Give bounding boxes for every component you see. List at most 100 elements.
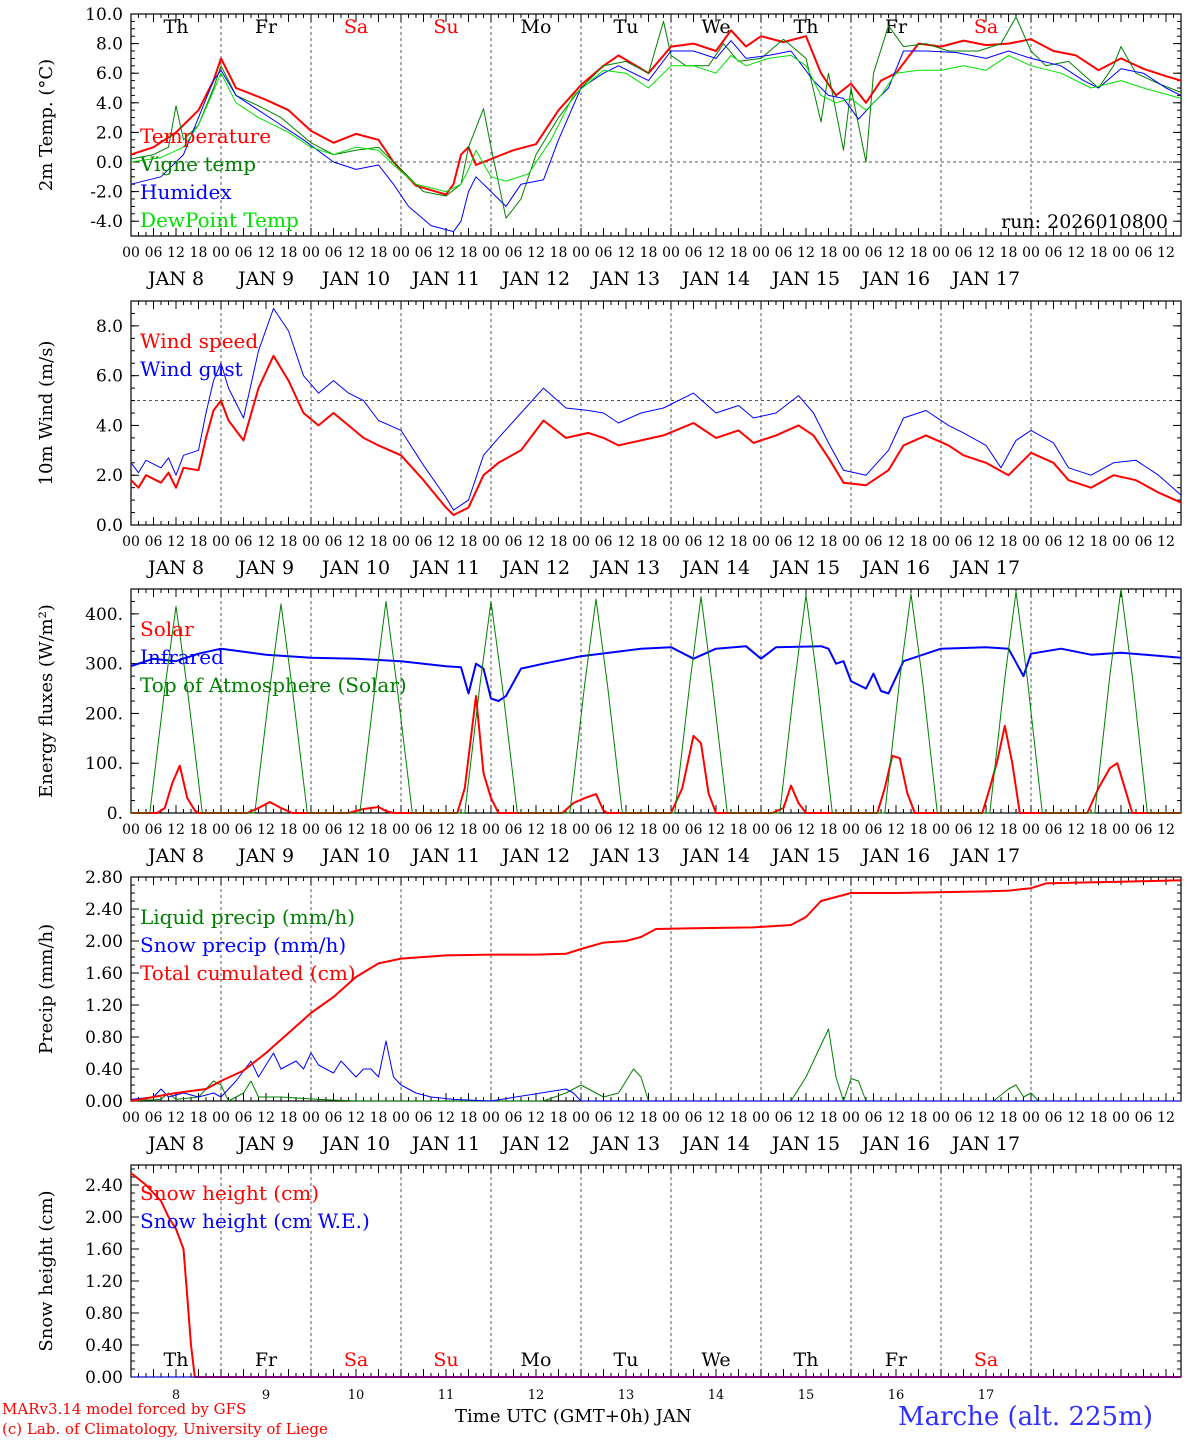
panel-3-hour-label: 18 xyxy=(280,822,298,838)
panel-4-hour-label: 12 xyxy=(1067,1110,1085,1126)
panel-2-hour-label: 00 xyxy=(752,534,770,550)
panel-3-hour-label: 18 xyxy=(730,822,748,838)
panel-3-hour-label: 00 xyxy=(1112,822,1130,838)
panel-1-y-tick-label: 2.0 xyxy=(96,123,123,143)
panel-1-hour-label: 12 xyxy=(617,245,635,261)
panel-5-y-tick-label: 2.40 xyxy=(85,1176,123,1196)
panel-5-weekday-th: Th xyxy=(164,1349,189,1371)
panel-3-series-solar xyxy=(131,695,1181,814)
panel-2-hour-label: 00 xyxy=(1022,534,1040,550)
panel-2-hour-label: 06 xyxy=(1045,534,1063,550)
panel-3-hour-label: 12 xyxy=(437,822,455,838)
panel-4-hour-label: 12 xyxy=(617,1110,635,1126)
panel-5-y-tick-label: 0.40 xyxy=(85,1336,123,1356)
panel-2-hour-label: 12 xyxy=(707,534,725,550)
panel-5-weekday-su: Su xyxy=(433,1349,458,1371)
panel-1-date-label: JAN 10 xyxy=(320,268,390,290)
panel-3-series-infrared xyxy=(130,645,1182,702)
panel-3-hour-label: 06 xyxy=(685,822,703,838)
panel-3-date-label: JAN 16 xyxy=(860,845,930,867)
panel-2-hour-label: 12 xyxy=(167,534,185,550)
panel-4-date-label: JAN 12 xyxy=(500,1133,570,1155)
panel-4-hour-label: 00 xyxy=(1112,1110,1130,1126)
panel-3-hour-label: 12 xyxy=(977,822,995,838)
panel-4-hour-label: 00 xyxy=(392,1110,410,1126)
panel-4-hour-label: 12 xyxy=(1157,1110,1175,1126)
panel-2-y-tick-label: 0.0 xyxy=(96,516,123,536)
panel-5-y-axis-label: Snow height (cm) xyxy=(36,1190,57,1351)
panel-2-hour-label: 12 xyxy=(887,534,905,550)
panel-1-weekday-sa: Sa xyxy=(344,16,368,38)
panel-1-date-label: JAN 12 xyxy=(500,268,570,290)
panel-4-hour-label: 18 xyxy=(370,1110,388,1126)
panel-3-hour-label: 18 xyxy=(910,822,928,838)
panel-3-hour-label: 00 xyxy=(1022,822,1040,838)
panel-2-date-label: JAN 11 xyxy=(410,557,480,579)
panel-2-y-tick-label: 6.0 xyxy=(96,367,123,387)
panel-5-day-number: 11 xyxy=(438,1388,455,1403)
panel-4-hour-label: 18 xyxy=(1000,1110,1018,1126)
panel-1-hour-label: 12 xyxy=(347,245,365,261)
panel-1-hour-label: 06 xyxy=(415,245,433,261)
panel-5-day-number: 9 xyxy=(262,1388,270,1403)
panel-1-hour-label: 00 xyxy=(302,245,320,261)
lab-credit: (c) Lab. of Climatology, University of L… xyxy=(2,1420,328,1438)
panel-1-y-tick-label: 6.0 xyxy=(96,64,123,84)
panel-3-y-tick-label: 100. xyxy=(85,754,123,774)
panel-1-hour-label: 12 xyxy=(257,245,275,261)
panel-3-hour-label: 12 xyxy=(1067,822,1085,838)
panel-4-hour-label: 06 xyxy=(775,1110,793,1126)
panel-3-hour-label: 06 xyxy=(595,822,613,838)
panel-2-hour-label: 06 xyxy=(415,534,433,550)
panel-2-hour-label: 18 xyxy=(280,534,298,550)
panel-1-hour-label: 00 xyxy=(482,245,500,261)
panel-1-weekday-fr: Fr xyxy=(885,16,908,38)
panel-1-weekday-su: Su xyxy=(433,16,458,38)
panel-1-legend-humidex: Humidex xyxy=(140,180,232,204)
panel-1-hour-label: 18 xyxy=(460,245,478,261)
panel-4-hour-label: 12 xyxy=(437,1110,455,1126)
panel-3-hour-label: 00 xyxy=(932,822,950,838)
station-name: Marche (alt. 225m) xyxy=(898,1402,1153,1432)
panel-1-legend-vigne-temp: Vigne temp xyxy=(139,152,256,176)
panel-4-hour-label: 00 xyxy=(842,1110,860,1126)
panel-2-hour-label: 12 xyxy=(617,534,635,550)
panel-5-series-snow-height-cm xyxy=(130,1172,1181,1378)
panel-4-hour-label: 12 xyxy=(707,1110,725,1126)
panel-5-day-number: 14 xyxy=(708,1388,725,1403)
panel-2-series-wind-speed xyxy=(130,354,1182,516)
panel-1-hour-label: 00 xyxy=(1112,245,1130,261)
panel-1-hour-label: 18 xyxy=(280,245,298,261)
panel-1-date-label: JAN 17 xyxy=(950,268,1020,290)
panel-1-hour-label: 18 xyxy=(820,245,838,261)
panel-2-date-label: JAN 13 xyxy=(590,557,660,579)
panel-5-weekday-sa: Sa xyxy=(974,1349,998,1371)
panel-4-hour-label: 18 xyxy=(280,1110,298,1126)
panel-2-date-label: JAN 8 xyxy=(146,557,204,579)
panel-2-hour-label: 00 xyxy=(302,534,320,550)
panel-4-hour-label: 06 xyxy=(505,1110,523,1126)
panel-2-hour-label: 12 xyxy=(437,534,455,550)
panel-3-hour-label: 12 xyxy=(257,822,275,838)
panel-1-hour-label: 18 xyxy=(1090,245,1108,261)
panel-1-series-humidex xyxy=(130,40,1182,233)
panel-1-hour-label: 18 xyxy=(1000,245,1018,261)
panel-2-hour-label: 00 xyxy=(212,534,230,550)
panel-1-hour-label: 00 xyxy=(932,245,950,261)
panel-2-hour-label: 00 xyxy=(1112,534,1130,550)
panel-3-hour-label: 06 xyxy=(865,822,883,838)
panel-4-legend-liquid-precip-mm-h: Liquid precip (mm/h) xyxy=(140,905,355,929)
panel-2-hour-label: 18 xyxy=(640,534,658,550)
panel-4-hour-label: 00 xyxy=(212,1110,230,1126)
panel-1-hour-label: 12 xyxy=(527,245,545,261)
panel-4-hour-label: 18 xyxy=(190,1110,208,1126)
panel-1-date-label: JAN 9 xyxy=(236,268,294,290)
panel-2-hour-label: 18 xyxy=(370,534,388,550)
panel-5-y-tick-label: 0.80 xyxy=(85,1304,123,1324)
panel-5-legend-snow-height-cm: Snow height (cm) xyxy=(140,1181,319,1205)
panel-1-run-annotation: run: 2026010800 xyxy=(1001,211,1168,233)
panel-1-hour-label: 12 xyxy=(977,245,995,261)
panel-2-hour-label: 06 xyxy=(235,534,253,550)
panel-3-hour-label: 06 xyxy=(505,822,523,838)
panel-3-hour-label: 00 xyxy=(122,822,140,838)
